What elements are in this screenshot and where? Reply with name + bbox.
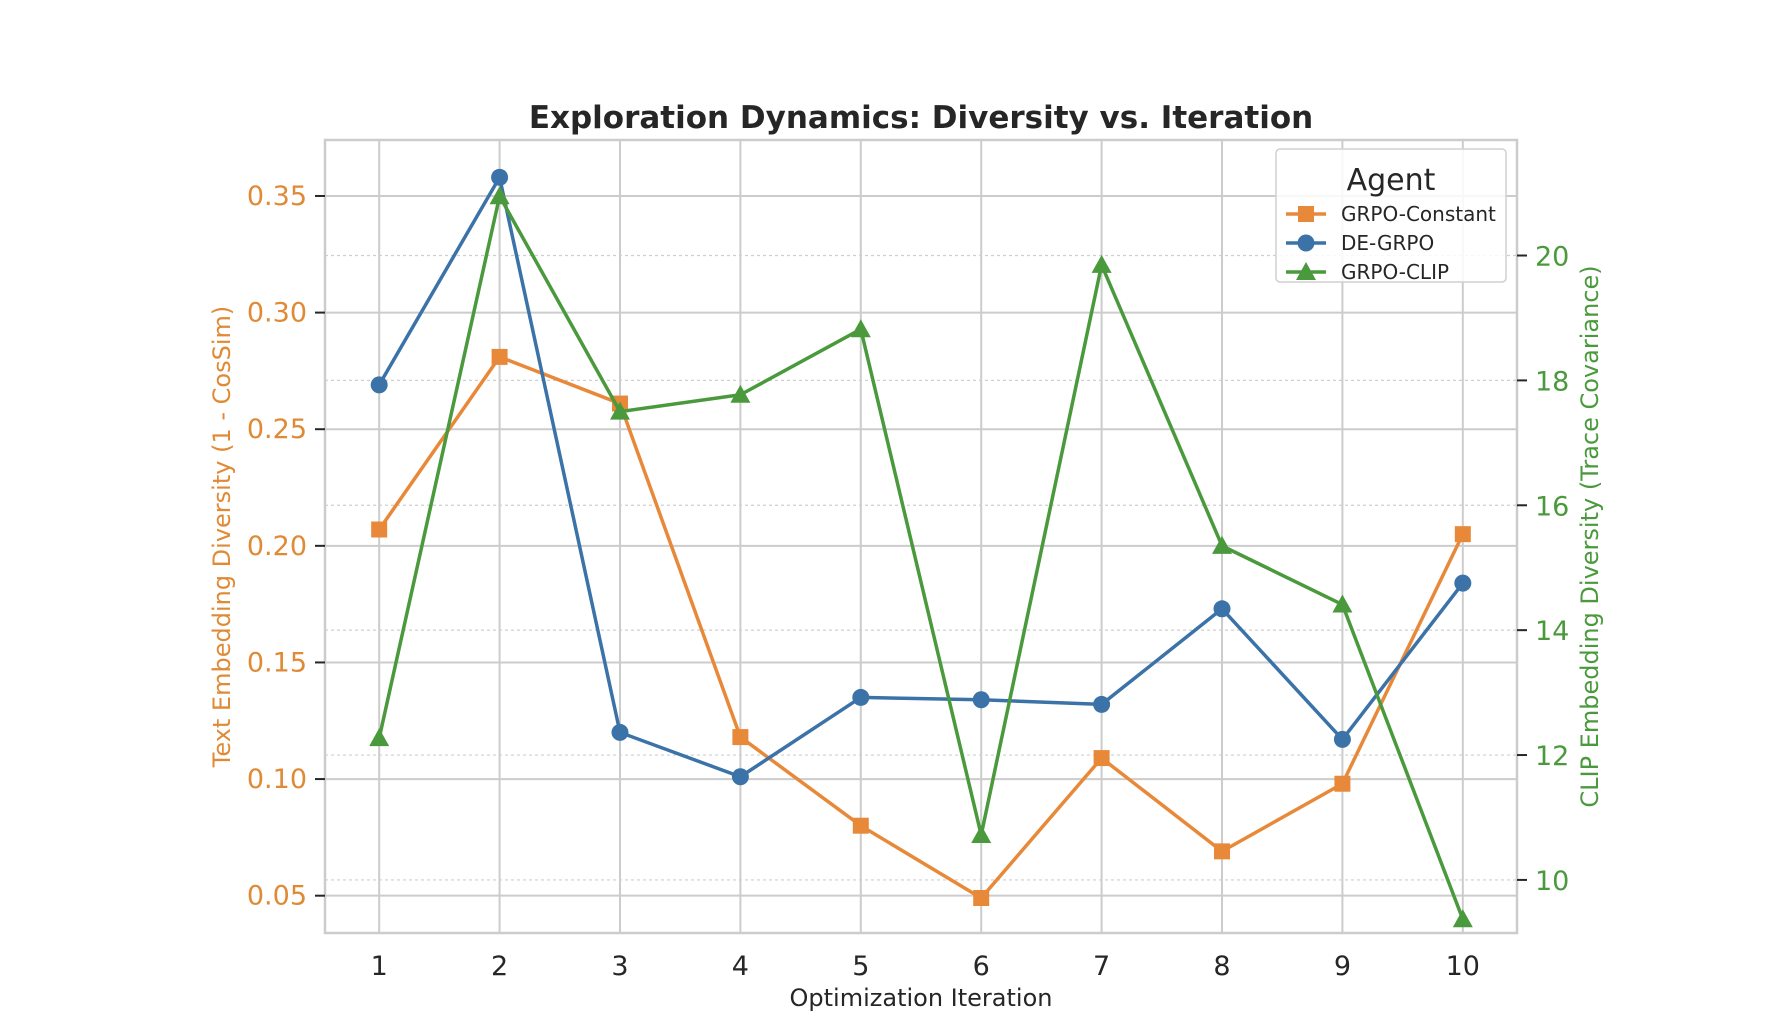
data-point <box>730 384 751 403</box>
x-tick-label: 8 <box>1213 951 1230 982</box>
y-tick-label-left: 0.35 <box>247 181 307 212</box>
data-point <box>611 723 629 741</box>
series-line <box>377 194 1465 920</box>
legend: Agent GRPO-Constant DE-GRPO GRPO-CLIP <box>1275 148 1507 284</box>
y-tick-label-left: 0.25 <box>247 414 307 445</box>
data-point <box>972 691 990 709</box>
x-tick-label: 9 <box>1334 951 1351 982</box>
data-point <box>489 186 510 205</box>
data-point <box>370 376 388 394</box>
legend-box <box>1275 148 1507 283</box>
x-tick-label: 2 <box>491 951 508 982</box>
x-tick-label: 6 <box>973 951 990 982</box>
series-grpo-clip <box>369 186 1473 928</box>
legend-title: Agent <box>1347 163 1436 198</box>
data-point <box>1332 594 1353 613</box>
data-point <box>491 348 508 365</box>
y-tick-label-right: 12 <box>1535 741 1569 772</box>
data-point <box>971 824 992 843</box>
data-point <box>369 728 390 747</box>
legend-swatch-marker <box>1297 234 1315 252</box>
data-point <box>850 319 871 338</box>
x-tick-label: 7 <box>1093 951 1110 982</box>
legend-swatch-marker <box>1298 206 1314 222</box>
legend-item: GRPO-CLIP <box>1286 260 1449 284</box>
data-point <box>973 890 990 907</box>
series-line <box>377 175 1465 779</box>
data-point <box>1091 254 1112 273</box>
data-point <box>1093 695 1111 713</box>
y-tick-label-right: 18 <box>1535 366 1569 397</box>
legend-item: DE-GRPO <box>1286 231 1434 255</box>
legend-label: DE-GRPO <box>1341 231 1434 255</box>
data-point <box>1093 750 1110 767</box>
series-line <box>377 355 1465 900</box>
y-tick-label-right: 14 <box>1535 616 1569 647</box>
x-tick-label: 1 <box>371 951 388 982</box>
y-tick-label-left: 0.20 <box>247 531 307 562</box>
data-point <box>1452 909 1473 928</box>
y-tick-label-right: 16 <box>1535 491 1569 522</box>
legend-label: GRPO-Constant <box>1341 202 1496 226</box>
legend-label: GRPO-CLIP <box>1341 260 1449 284</box>
x-tick-label: 10 <box>1446 951 1480 982</box>
y-tick-label-left: 0.05 <box>247 881 307 912</box>
series-de-grpo <box>370 168 1472 786</box>
data-point <box>1213 600 1231 618</box>
data-point <box>1454 574 1472 592</box>
x-tick-label: 5 <box>852 951 869 982</box>
data-point <box>852 817 869 834</box>
x-tick-label: 3 <box>611 951 628 982</box>
data-point <box>609 401 630 420</box>
legend-items: GRPO-Constant DE-GRPO GRPO-CLIP <box>1286 202 1496 284</box>
y-axis-label-right: CLIP Embedding Diversity (Trace Covarian… <box>1576 265 1604 807</box>
data-point <box>1454 526 1471 543</box>
data-point <box>1334 775 1351 792</box>
y-tick-label-right: 10 <box>1535 866 1569 897</box>
axis-ticks: 1 2 3 4 5 6 7 8 9 100.050.100.150.200.250.300.351… <box>247 181 1569 982</box>
data-point <box>371 521 388 538</box>
x-axis-label: Optimization Iteration <box>790 984 1053 1012</box>
y-axis-label-left: Text Embedding Diversity (1 - CosSim) <box>208 306 236 768</box>
data-point <box>1212 535 1233 554</box>
data-point <box>491 168 509 186</box>
grid <box>325 140 1517 933</box>
x-tick-label: 4 <box>732 951 749 982</box>
data-point <box>1333 730 1351 748</box>
data-point <box>731 768 749 786</box>
y-tick-label-left: 0.10 <box>247 764 307 795</box>
plot-frame <box>323 138 1519 935</box>
series <box>369 168 1473 928</box>
y-tick-label-left: 0.30 <box>247 298 307 329</box>
chart-title: Exploration Dynamics: Diversity vs. Iter… <box>529 100 1313 136</box>
y-tick-label-left: 0.15 <box>247 647 307 678</box>
data-point <box>1214 843 1231 860</box>
series-grpo-constant <box>371 348 1471 907</box>
legend-item: GRPO-Constant <box>1286 202 1496 226</box>
data-point <box>852 688 870 706</box>
data-point <box>732 729 749 746</box>
legend-swatch-marker <box>1296 262 1316 280</box>
y-tick-label-right: 20 <box>1535 242 1569 273</box>
